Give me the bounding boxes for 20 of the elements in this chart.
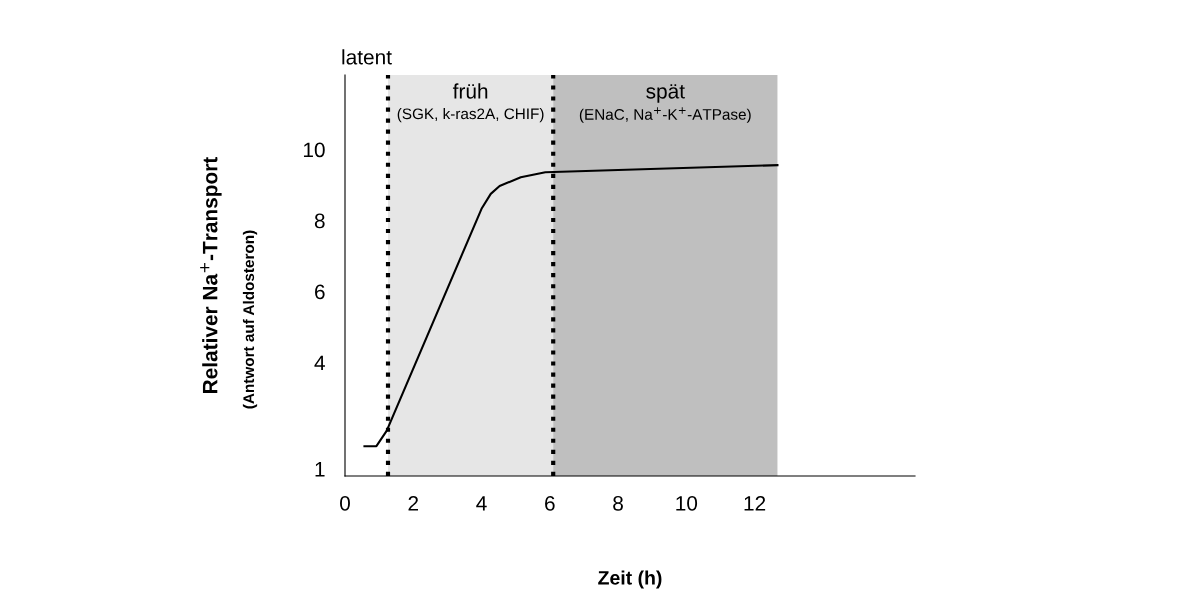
annotation: (SGK, k-ras2A, CHIF) — [397, 107, 544, 123]
band-label: spät — [646, 84, 685, 103]
x-tick-label: 4 — [476, 496, 487, 511]
x-tick-label: 12 — [744, 495, 766, 511]
y-tick-label: 4 — [314, 355, 325, 370]
annotation: (ENaC, Na$^{+}$-K$^{+}$-ATPase) — [579, 107, 751, 123]
y-tick-label: 8 — [314, 213, 325, 229]
x-tick-label: 10 — [676, 495, 698, 511]
y-axis-title: Relativer Na$^{+}$-Transport — [200, 157, 222, 393]
text: latent — [342, 49, 392, 65]
y-tick-label: 6 — [315, 284, 325, 300]
text: (Antwort auf Aldosteron) — [242, 230, 258, 409]
x-tick-label: 6 — [545, 495, 555, 511]
x-axis-title: Zeit (h) — [598, 570, 662, 589]
band-label: früh — [452, 83, 488, 99]
x-tick-label: 2 — [408, 495, 419, 511]
y-tick-label: 10 — [303, 142, 325, 158]
y-tick-label: 1 — [315, 462, 325, 477]
x-tick-label: 8 — [613, 495, 623, 511]
x-tick-label: 0 — [340, 495, 350, 511]
